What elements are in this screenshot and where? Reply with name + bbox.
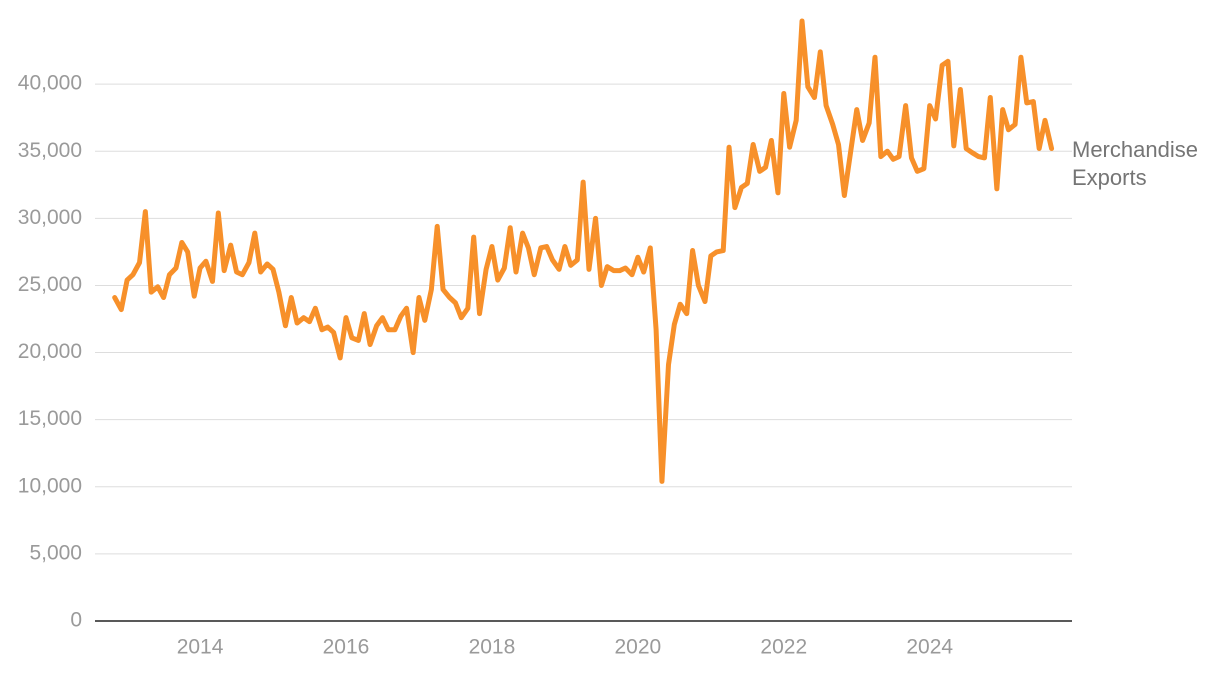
x-tick-label: 2022	[760, 636, 807, 659]
x-tick-label: 2024	[906, 636, 953, 659]
y-tick-label: 5,000	[29, 541, 82, 564]
x-tick-label: 2020	[614, 636, 661, 659]
x-tick-label: 2016	[323, 636, 370, 659]
y-tick-label: 0	[70, 609, 82, 632]
y-tick-label: 20,000	[18, 340, 82, 363]
series-label: Merchandise Exports	[1072, 137, 1198, 190]
y-tick-label: 15,000	[18, 407, 82, 430]
y-tick-label: 40,000	[18, 72, 82, 95]
y-tick-label: 30,000	[18, 206, 82, 229]
y-tick-label: 35,000	[18, 139, 82, 162]
x-tick-label: 2018	[469, 636, 516, 659]
y-tick-label: 10,000	[18, 474, 82, 497]
series-line	[112, 18, 1055, 484]
x-tick-label: 2014	[177, 636, 224, 659]
y-tick-label: 25,000	[18, 273, 82, 296]
